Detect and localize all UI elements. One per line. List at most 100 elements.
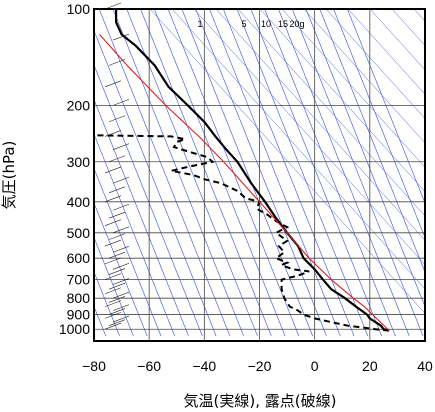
isotherm-line (154, 9, 286, 337)
wind-barbs (104, 2, 130, 330)
wind-barb (108, 155, 126, 163)
wind-barb (108, 268, 126, 275)
x-tick-label: −40 (192, 358, 216, 374)
wind-barb (112, 203, 130, 211)
isotherm-line (126, 9, 258, 337)
mixing-ratio-line (193, 9, 425, 266)
series-line-0 (115, 9, 390, 332)
mixing-ratio-line (149, 9, 425, 314)
wind-barb (112, 33, 130, 41)
mixing-ratio-labels: 1 5 10 15 20g (197, 19, 304, 29)
wind-barb (108, 211, 126, 219)
wind-barb (112, 278, 130, 285)
series-group (94, 9, 390, 332)
x-tick-label: 40 (417, 358, 433, 374)
mixing-ratio-label: 1 (197, 19, 202, 29)
y-tick-label: 100 (67, 1, 91, 17)
wind-barb (112, 176, 130, 184)
mixing-ratio-label: 10 (261, 19, 271, 29)
x-tick-label: −20 (248, 358, 272, 374)
wind-barb (104, 239, 122, 247)
wind-barb (112, 291, 130, 299)
isotherm-line (98, 9, 231, 337)
wind-barb (112, 263, 130, 270)
isotherm-line (305, 9, 425, 308)
isotherm-line (250, 9, 382, 337)
mixing-ratio-label: 15 (278, 19, 288, 29)
isotherm-line (291, 9, 424, 337)
wind-barb (108, 319, 126, 326)
isotherm-line (94, 29, 217, 337)
x-tick-label: −60 (137, 358, 161, 374)
y-tick-label: 400 (67, 194, 91, 210)
wind-barb (104, 322, 122, 330)
wind-barb (108, 59, 126, 66)
mixing-ratio-line (215, 9, 425, 241)
isotherm-line (181, 9, 313, 337)
mixing-ratio-line (369, 9, 425, 71)
y-tick-label: 500 (67, 225, 91, 241)
isotherm-line (278, 9, 410, 337)
x-tick-label: 0 (311, 358, 319, 374)
wind-barb (104, 287, 122, 295)
wind-barb (108, 233, 126, 240)
isotherm-line (94, 202, 148, 337)
isotherm-line (94, 271, 120, 337)
isotherm-line (347, 9, 425, 204)
wind-barb (108, 282, 126, 290)
isotherm-line (94, 133, 176, 337)
wind-barb (104, 257, 122, 265)
wind-barb (104, 219, 122, 226)
isotherm-line (209, 9, 341, 337)
mixing-ratio-lines (94, 9, 425, 337)
wind-barb (104, 273, 122, 280)
isotherm-line (94, 98, 189, 337)
wind-barb (104, 130, 122, 137)
y-tick-label: 900 (67, 307, 91, 323)
isotherm-line (222, 9, 355, 337)
wind-barb (112, 245, 130, 253)
x-tick-label: 20 (362, 358, 378, 374)
wind-barb (108, 308, 126, 315)
wind-barb (112, 304, 130, 311)
wind-barb (108, 296, 126, 303)
mixing-ratio-line (303, 9, 425, 144)
wind-barb (104, 300, 122, 307)
x-tick-label: −80 (82, 358, 106, 374)
wind-barb (112, 226, 130, 234)
wind-barb (104, 312, 122, 319)
y-tick-label: 1000 (59, 321, 90, 337)
mixing-ratio-label: 5 (241, 19, 246, 29)
wind-barb (104, 80, 122, 88)
isotherm-line (236, 9, 369, 337)
mixing-ratio-line (347, 9, 425, 95)
y-axis-title: 気圧(hPa) (0, 141, 18, 210)
isotherm-line (264, 9, 396, 337)
wind-barb (108, 115, 126, 123)
isotherm-line (333, 9, 425, 239)
plot-frame (93, 8, 426, 342)
mixing-ratio-line (281, 9, 425, 168)
y-tick-label: 200 (67, 97, 91, 113)
y-tick-label: 700 (67, 272, 91, 288)
isotherm-line (195, 9, 327, 337)
wind-barb (112, 143, 130, 150)
grid-lines (93, 8, 426, 341)
isotherm-line (319, 9, 425, 273)
mixing-ratio-line (171, 9, 425, 290)
series-line-2 (99, 34, 390, 331)
mixing-ratio-line (325, 9, 425, 119)
wind-barb (112, 315, 130, 323)
wind-barb (108, 186, 126, 194)
mixing-ratio-line (259, 9, 425, 192)
wind-barb (112, 99, 130, 106)
y-tick-label: 300 (67, 154, 91, 170)
wind-barb (104, 166, 122, 174)
isotherm-line (94, 167, 162, 337)
mixing-ratio-line (237, 9, 425, 217)
isotherm-line (94, 236, 134, 337)
y-tick-label: 800 (67, 290, 91, 306)
plot-border (93, 8, 426, 342)
